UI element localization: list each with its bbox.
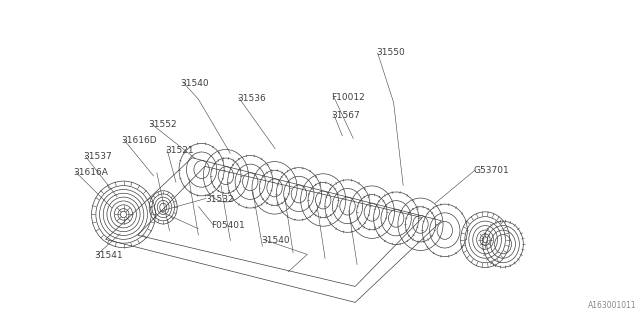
Text: 31567: 31567 [332,111,360,120]
Text: 31540: 31540 [261,236,290,245]
Text: F10012: F10012 [332,93,365,102]
Text: G53701: G53701 [474,166,509,175]
Text: 31536: 31536 [237,94,266,103]
Text: 31521: 31521 [165,146,194,155]
Text: 31532: 31532 [205,195,234,204]
Text: A163001011: A163001011 [588,301,637,310]
Text: 31540: 31540 [180,79,209,88]
Text: 31541: 31541 [95,252,124,260]
Text: 31550: 31550 [376,48,405,57]
Text: F05401: F05401 [211,221,245,230]
Text: 31537: 31537 [83,152,112,161]
Text: 31616D: 31616D [122,136,157,145]
Text: 31616A: 31616A [74,168,108,177]
Text: 31552: 31552 [148,120,177,129]
